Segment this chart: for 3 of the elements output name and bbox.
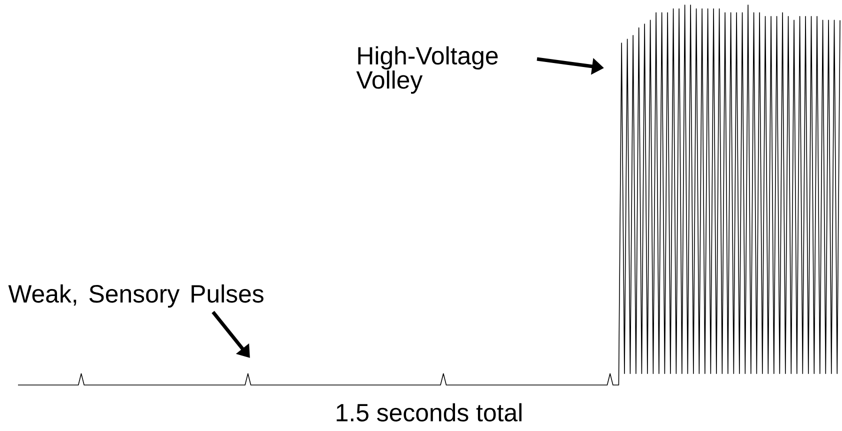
annotation: Weak, Sensory Pulses: [8, 284, 264, 308]
annotation: High-Voltage Volley: [356, 46, 498, 94]
x-axis-title: 1.5 seconds total: [336, 403, 522, 422]
